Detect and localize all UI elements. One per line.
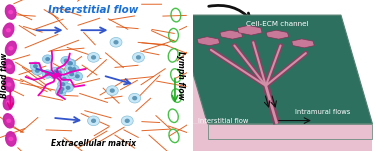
Circle shape [133, 97, 136, 100]
Ellipse shape [3, 114, 14, 128]
Circle shape [132, 53, 144, 62]
Circle shape [70, 70, 73, 73]
Circle shape [46, 58, 49, 60]
Circle shape [76, 75, 79, 78]
Circle shape [67, 70, 77, 78]
Circle shape [56, 88, 66, 96]
Circle shape [9, 47, 13, 50]
Ellipse shape [5, 41, 16, 55]
Circle shape [88, 116, 99, 126]
Circle shape [34, 65, 37, 67]
Ellipse shape [4, 77, 14, 92]
Polygon shape [292, 39, 314, 48]
Polygon shape [237, 25, 262, 35]
Circle shape [51, 67, 61, 76]
Circle shape [54, 70, 57, 73]
Text: Lymph flow: Lymph flow [176, 51, 185, 100]
Circle shape [59, 75, 70, 83]
Circle shape [32, 67, 43, 75]
Circle shape [58, 80, 68, 88]
Circle shape [42, 70, 53, 78]
Circle shape [114, 41, 118, 44]
Ellipse shape [5, 5, 16, 19]
Text: Blood flow: Blood flow [0, 53, 9, 98]
Circle shape [110, 37, 122, 47]
Circle shape [59, 91, 62, 93]
Ellipse shape [6, 132, 16, 146]
Circle shape [72, 72, 83, 80]
Circle shape [54, 68, 65, 77]
Circle shape [57, 85, 67, 93]
Circle shape [64, 59, 68, 62]
Ellipse shape [3, 23, 14, 37]
Circle shape [7, 101, 11, 104]
Circle shape [61, 83, 65, 86]
Polygon shape [176, 15, 372, 124]
Text: Extracellular matrix: Extracellular matrix [51, 139, 136, 148]
Circle shape [60, 88, 64, 90]
Circle shape [7, 65, 11, 68]
Circle shape [42, 55, 53, 63]
Circle shape [70, 73, 73, 76]
Polygon shape [220, 30, 243, 39]
Ellipse shape [3, 96, 14, 110]
Text: Cell-ECM channel: Cell-ECM channel [246, 21, 309, 27]
Circle shape [63, 84, 73, 92]
Circle shape [6, 29, 10, 32]
Circle shape [49, 70, 60, 79]
Circle shape [36, 69, 39, 72]
Circle shape [92, 119, 95, 122]
Circle shape [9, 137, 13, 140]
Circle shape [106, 86, 118, 95]
Polygon shape [176, 124, 372, 151]
Polygon shape [197, 37, 220, 46]
Circle shape [53, 73, 56, 76]
Circle shape [67, 86, 70, 89]
Circle shape [58, 71, 61, 74]
Circle shape [65, 59, 76, 67]
Circle shape [46, 73, 49, 75]
Circle shape [69, 65, 79, 73]
Circle shape [64, 59, 75, 67]
Circle shape [72, 68, 76, 71]
Text: Intramural flows: Intramural flows [295, 109, 350, 115]
Circle shape [92, 56, 95, 59]
Text: Interstitial flow: Interstitial flow [198, 118, 249, 124]
Circle shape [136, 56, 140, 59]
Circle shape [68, 62, 71, 64]
Text: Interstitial flow: Interstitial flow [48, 5, 139, 14]
Circle shape [30, 62, 41, 70]
Circle shape [110, 89, 114, 92]
Circle shape [65, 64, 75, 73]
Circle shape [125, 119, 129, 122]
Circle shape [69, 62, 72, 65]
Circle shape [68, 67, 72, 70]
Circle shape [62, 77, 66, 80]
Circle shape [129, 93, 141, 103]
Circle shape [61, 56, 71, 65]
Polygon shape [176, 15, 211, 124]
Polygon shape [208, 124, 372, 139]
Circle shape [7, 119, 11, 122]
Polygon shape [266, 30, 289, 39]
Circle shape [9, 11, 12, 14]
Circle shape [66, 67, 77, 76]
Circle shape [121, 116, 133, 126]
Ellipse shape [4, 59, 14, 74]
Circle shape [7, 83, 11, 86]
Circle shape [88, 53, 99, 62]
